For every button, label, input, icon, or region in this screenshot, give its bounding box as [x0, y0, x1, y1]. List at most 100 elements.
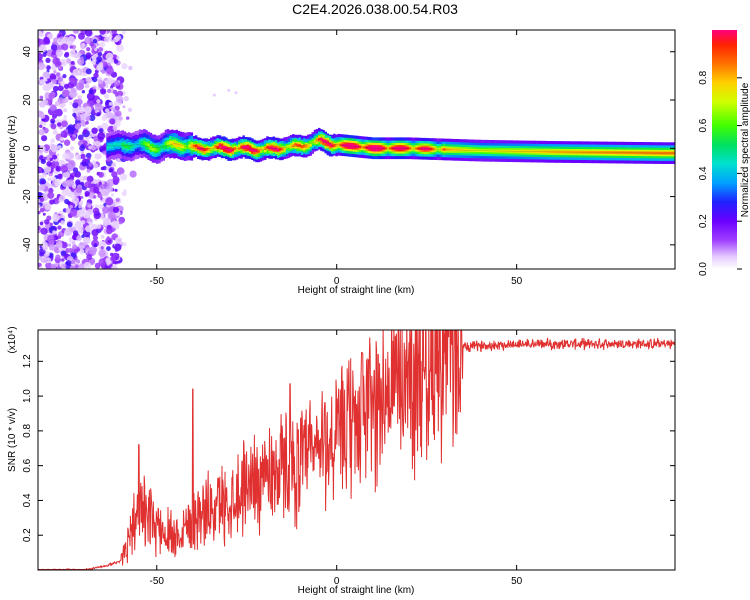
spectrogram-noise-blob	[103, 113, 108, 118]
snr-x-tick-label: 0	[334, 576, 340, 587]
spectrogram-noise-blob	[57, 85, 64, 92]
spectrogram-ridge-cell	[594, 150, 597, 154]
spectrogram-noise-blob	[80, 220, 86, 225]
spectrogram-noise-blob	[116, 56, 120, 60]
spectrogram-ridge-cell	[497, 149, 500, 153]
spectrogram-noise-blob	[72, 244, 78, 251]
spectrogram-noise-blob	[58, 66, 62, 70]
spectrogram-noise-blob	[53, 235, 59, 241]
spectrogram-noise-blob	[123, 96, 129, 102]
spectrogram-noise-blob	[50, 263, 57, 269]
spectrogram-noise-blob	[55, 241, 63, 249]
spectrogram-noise-blob	[51, 50, 57, 56]
spectrogram-noise-blob	[71, 44, 77, 50]
spectrogram-noise-blob	[61, 258, 65, 262]
colorbar-gradient	[712, 30, 737, 269]
spectrogram-noise-blob	[87, 204, 92, 208]
spectrogram-noise-blob	[98, 204, 104, 209]
spectrogram-noise-blob	[100, 166, 105, 171]
spectrogram-noise-blob	[72, 30, 79, 34]
spectrogram-ridge-cell	[173, 142, 176, 147]
spectrogram-ridge-cell	[544, 150, 548, 154]
spectrogram-noise-blob	[60, 250, 67, 256]
spectrogram-ridge-cell	[194, 144, 198, 151]
spectrogram-ridge-cell	[628, 151, 632, 155]
spectrogram-ridge-cell	[670, 151, 673, 155]
spectrogram-ridge-cell	[143, 141, 146, 145]
spectrogram-ridge-cell	[175, 143, 178, 148]
spectrogram-marks	[38, 30, 675, 269]
spectrogram-ridge-cell	[194, 144, 198, 148]
spectrogram-noise-blob	[55, 72, 61, 77]
spectrogram-ridge-cell	[235, 146, 239, 150]
snr-y-tick-label: 0.4	[22, 493, 33, 507]
spectrogram-ridge-cell	[391, 146, 394, 150]
spectrogram-noise-blob	[49, 157, 53, 162]
spectrogram-noise-blob	[115, 110, 122, 117]
spectrogram-noise-blob	[57, 76, 64, 82]
spectrogram-ridge-cell	[289, 144, 293, 148]
spectrogram-ridge-cell	[460, 148, 463, 152]
spectrogram-noise-blob	[75, 52, 80, 58]
spectrogram-ridge-cell	[665, 151, 669, 155]
snr-x-ticks: -50 0 50	[150, 330, 523, 587]
spectrogram-noise-blob	[114, 243, 122, 251]
spectrogram-ridge-cell	[667, 151, 671, 155]
spectrogram-ridge-cell	[246, 146, 250, 149]
spectrogram-ridge-cell	[212, 146, 215, 149]
spectrogram-ridge-cell	[166, 141, 170, 146]
spectrogram-ridge-cell	[620, 151, 623, 155]
spectrogram-ridge-cell	[510, 149, 513, 153]
spectrogram-ridge-cell	[242, 145, 245, 149]
spectrogram-ridge-cell	[184, 145, 187, 149]
spectrogram-noise-blob	[63, 115, 67, 119]
spectrogram-noise-blob	[84, 37, 92, 45]
spectrogram-ridge-cell	[119, 142, 122, 147]
spectrogram-noise-blob	[46, 161, 52, 167]
spectrogram-noise-blob	[96, 112, 101, 117]
spectrogram-noise-blob	[52, 214, 60, 223]
spectrogram-ridge-cell	[192, 144, 196, 148]
spectrogram-noise-blob	[38, 62, 46, 71]
spectrogram-ridge-cell	[490, 149, 494, 153]
spectrogram-ridge-cell	[117, 142, 120, 147]
spectrogram-ridge-cell	[441, 147, 444, 151]
spectrogram-noise-blob	[97, 132, 106, 140]
spectrogram-ridge-cell	[361, 145, 364, 149]
spectrogram-ridge-cell	[348, 144, 351, 148]
spectrogram-noise-blob	[105, 52, 114, 61]
spectrogram-ridge-cell	[605, 151, 608, 154]
spectrogram-ridge-cell	[335, 143, 338, 147]
spectrogram-ridge-cell	[471, 148, 474, 152]
spectrogram-ridge-cell	[600, 151, 604, 154]
spectrogram-ridge-cell	[566, 150, 569, 154]
spectrogram-ridge-cell	[248, 148, 252, 152]
spectrogram-noise-blob	[62, 180, 69, 188]
spectrogram-ridge-cell	[266, 145, 269, 149]
spectrogram-ridge-cell	[363, 145, 366, 149]
spectrogram-noise-blob	[107, 239, 112, 244]
spectrogram-ridge-cell	[434, 147, 438, 151]
spectrogram-ridge-cell	[516, 149, 520, 153]
spectrogram-noise-blob	[106, 166, 110, 171]
spectrogram-noise-blob	[44, 78, 48, 82]
spectrogram-noise-blob	[93, 72, 99, 79]
spectrogram-noise-blob	[69, 101, 73, 105]
spectrogram-noise-blob	[112, 89, 118, 95]
spectrogram-ridge-cell	[413, 147, 416, 150]
spectrogram-noise-blob	[79, 201, 83, 205]
spectrogram-ridge-cell	[406, 146, 409, 150]
spectrogram-noise-blob	[47, 177, 52, 181]
spectrogram-noise-blob	[98, 249, 106, 257]
spectrogram-noise-blob	[60, 220, 65, 225]
spectrogram-noise-blob	[97, 192, 103, 199]
spectrogram-ridge-cell	[210, 146, 213, 150]
spectrogram-ridge-cell	[486, 149, 489, 153]
spectrogram-ridge-cell	[436, 147, 440, 151]
spectrogram-ridge-cell	[132, 144, 135, 149]
spectrogram-ridge-cell	[365, 146, 368, 149]
snr-frame	[37, 329, 676, 571]
spectrogram-noise-blob	[85, 77, 93, 84]
spectrogram-noise-blob	[49, 74, 57, 81]
spectrogram-y-tick-label: 0	[22, 145, 33, 151]
